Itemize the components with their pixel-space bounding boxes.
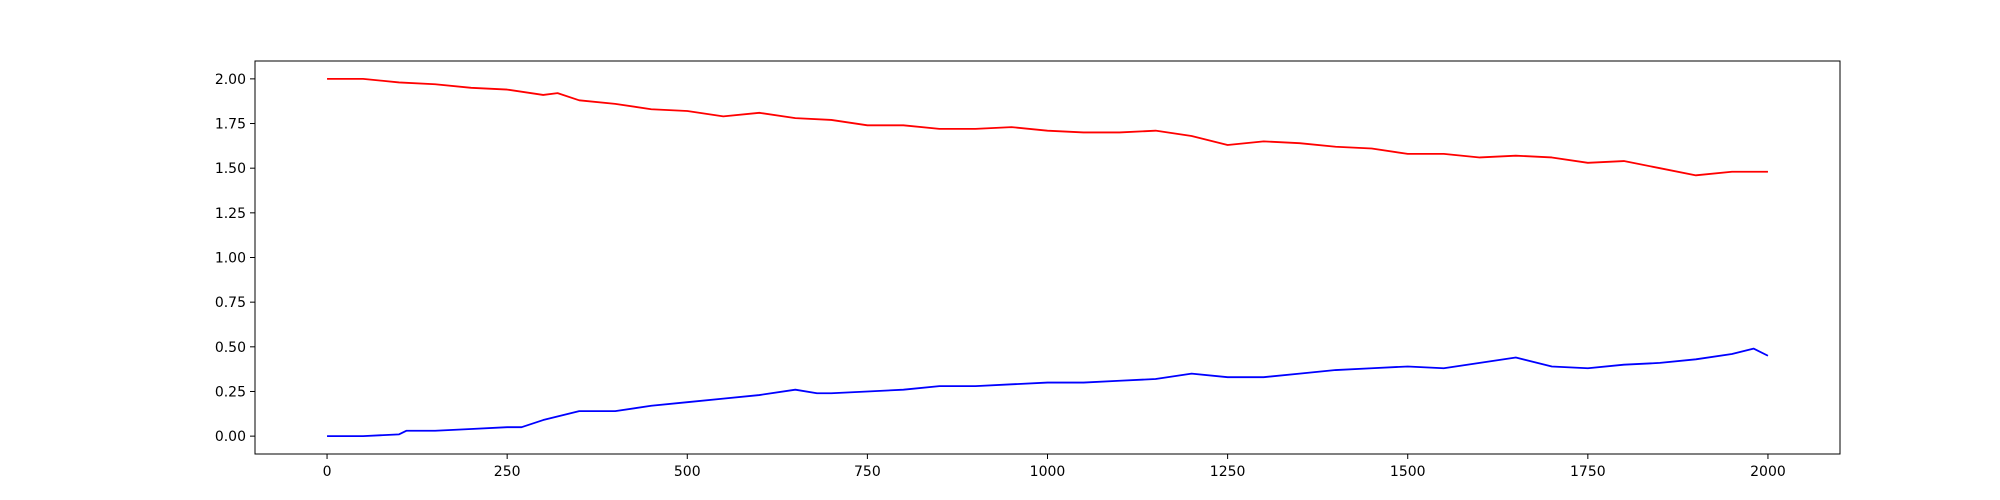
x-axis: 0 250 500 750 1000 1250 1500 1750 2000 [323, 454, 1786, 480]
y-tick-label: 0.50 [215, 340, 246, 356]
x-tick-label: 1500 [1390, 464, 1426, 480]
series-line-1 [327, 347, 1769, 438]
x-tick-label: 750 [854, 464, 881, 480]
x-tick-label: 1000 [1030, 464, 1066, 480]
series-line-0 [327, 77, 1768, 177]
y-tick-label: 0.25 [215, 384, 246, 400]
y-tick-label: 0.00 [215, 429, 246, 445]
y-tick-label: 1.25 [215, 206, 246, 222]
axes-border [254, 60, 1841, 455]
x-tick-label: 500 [674, 464, 701, 480]
x-tick-label: 2000 [1750, 464, 1786, 480]
y-axis: 0.00 0.25 0.50 0.75 1.00 1.25 1.50 1.75 2.00 [215, 72, 255, 445]
y-tick-label: 1.75 [215, 117, 246, 133]
y-tick-label: 1.00 [215, 251, 246, 267]
y-tick-label: 2.00 [215, 72, 246, 88]
axes-frame [254, 60, 1841, 455]
plot-area [327, 77, 1769, 438]
y-tick-label: 0.75 [215, 295, 246, 311]
y-tick-label: 1.50 [215, 161, 246, 177]
x-tick-label: 0 [323, 464, 332, 480]
x-tick-label: 1250 [1210, 464, 1246, 480]
x-tick-label: 250 [494, 464, 521, 480]
x-tick-label: 1750 [1570, 464, 1606, 480]
